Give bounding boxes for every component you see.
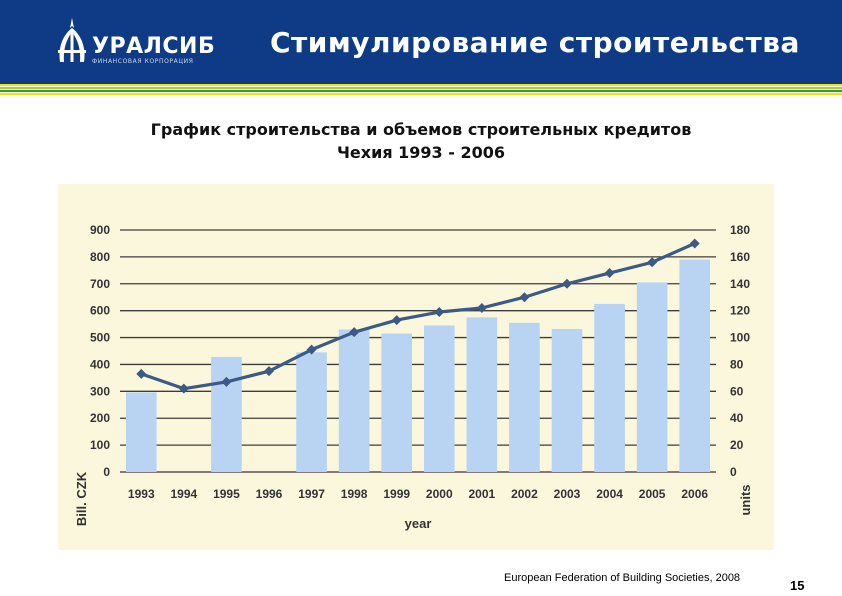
y2-tick-label: 40: [730, 411, 744, 425]
bar-2005: [636, 282, 668, 472]
bar-2001: [466, 317, 498, 472]
logo-emblem-icon: [58, 18, 86, 62]
y-tick-label: 600: [90, 304, 110, 318]
logo-subtext: ФИНАНСОВАЯ КОРПОРАЦИЯ: [92, 58, 194, 65]
units-point-1995: [221, 376, 232, 387]
stripe-yellow-2: [0, 93, 842, 95]
y2-axis-title: units: [738, 484, 753, 515]
units-point-1994: [178, 383, 189, 394]
bar-1999: [381, 333, 413, 472]
y2-tick-label: 20: [730, 438, 744, 452]
y-tick-label: 100: [90, 438, 110, 452]
units-point-2001: [476, 302, 487, 313]
units-point-1998: [349, 327, 360, 338]
bar-1997: [296, 352, 327, 472]
y-tick-label: 500: [90, 331, 110, 345]
x-tick-label: 2001: [469, 487, 496, 501]
units-point-2006: [689, 238, 700, 249]
x-tick-label: 1998: [341, 487, 368, 501]
x-tick-label: 2006: [681, 487, 708, 501]
y2-tick-label: 0: [730, 465, 737, 479]
bar-2000: [423, 325, 455, 472]
y-tick-label: 700: [90, 277, 110, 291]
bar-2003: [551, 328, 583, 472]
slide-title: Стимулирование строительства: [270, 26, 800, 59]
y2-tick-label: 140: [730, 277, 750, 291]
units-point-1996: [264, 366, 274, 377]
y-tick-label: 300: [90, 384, 110, 398]
bar-1993: [125, 392, 157, 472]
x-tick-label: 1994: [171, 487, 198, 501]
x-tick-label: 2003: [554, 487, 581, 501]
x-tick-label: 1997: [298, 487, 325, 501]
page-number: 15: [790, 578, 805, 593]
x-tick-label: 2002: [511, 487, 538, 501]
x-axis-title: year: [405, 516, 432, 531]
bar-2004: [594, 303, 625, 472]
units-line: [140, 241, 696, 391]
x-tick-label: 2005: [639, 487, 666, 501]
chart-subtitle-line1: График строительства и объемов строитель…: [150, 120, 692, 139]
y-tick-label: 200: [90, 411, 110, 425]
bar-1998: [338, 329, 370, 472]
y2-tick-label: 60: [730, 384, 744, 398]
y2-tick-label: 120: [730, 304, 750, 318]
x-tick-label: 2000: [426, 487, 453, 501]
units-point-1999: [391, 315, 402, 326]
header-bar: УРАЛСИБ ФИНАНСОВАЯ КОРПОРАЦИЯ Стимулиров…: [0, 0, 842, 84]
x-tick-label: 1995: [213, 487, 240, 501]
bar-2006: [679, 259, 711, 472]
y2-tick-label: 80: [730, 357, 744, 371]
logo-text: УРАЛСИБ: [92, 34, 216, 59]
units-point-2000: [434, 307, 445, 318]
y-tick-label: 900: [90, 223, 110, 237]
bar-1995: [211, 356, 242, 472]
stripe-lightgreen: [0, 87, 842, 89]
units-point-2003: [562, 278, 572, 289]
y-tick-label: 0: [103, 465, 110, 479]
x-tick-label: 1993: [128, 487, 155, 501]
y2-tick-label: 100: [730, 331, 750, 345]
units-point-1997: [306, 344, 317, 355]
y-tick-label: 400: [90, 357, 110, 371]
stripe-green: [0, 90, 842, 92]
y-tick-label: 800: [90, 250, 110, 264]
source-note: European Federation of Building Societie…: [504, 572, 741, 584]
x-tick-label: 1996: [256, 487, 283, 501]
stripe-yellow: [0, 84, 842, 86]
x-tick-label: 2004: [596, 487, 623, 501]
bar-2002: [509, 322, 540, 472]
y-axis-title: Bill. CZK: [74, 471, 89, 526]
units-point-1993: [136, 368, 147, 379]
y2-tick-label: 160: [730, 250, 750, 264]
x-tick-label: 1999: [383, 487, 410, 501]
units-point-2005: [647, 257, 658, 268]
header-stripes: [0, 84, 842, 98]
y2-tick-label: 180: [730, 223, 750, 237]
chart-subtitle-line2: Чехия 1993 - 2006: [337, 143, 505, 162]
chart: 0 100 200 300 400 500 600 700 800 900 0 20 40 60 80 100…: [74, 223, 753, 531]
uralsib-logo: УРАЛСИБ ФИНАНСОВАЯ КОРПОРАЦИЯ: [54, 16, 216, 68]
units-point-2004: [604, 268, 615, 279]
units-point-2002: [519, 292, 530, 303]
